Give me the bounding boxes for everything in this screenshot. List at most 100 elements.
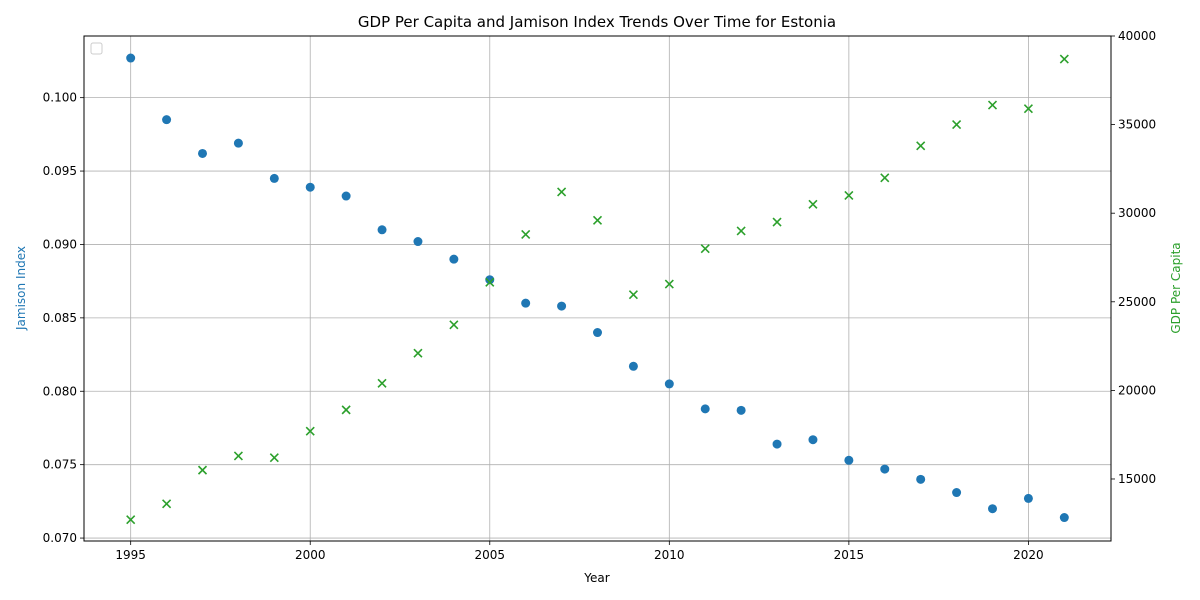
left-y-tick-label: 0.070 (43, 531, 77, 545)
gdp-per-capita-point (592, 215, 603, 225)
jamison-index-point (988, 504, 997, 514)
gdp-per-capita-point (341, 405, 351, 415)
gdp-per-capita-point (628, 290, 638, 300)
gdp-per-capita-point (700, 244, 710, 254)
gdp-marker-stroke (736, 226, 746, 236)
gdp-marker-stroke (844, 190, 854, 201)
gdp-marker-stroke (592, 215, 603, 225)
jamison-index-point (521, 298, 531, 308)
jamison-index-point (593, 328, 602, 338)
jamison-index-point (1023, 493, 1033, 503)
gdp-per-capita-point (808, 199, 818, 209)
x-tick-label: 2000 (295, 548, 326, 562)
left-y-axis-label: Jamison Index (14, 246, 28, 331)
left-y-tick-label: 0.085 (43, 311, 77, 325)
right-y-tick-label: 30000 (1118, 206, 1156, 220)
gdp-marker-stroke (664, 279, 674, 289)
gdp-per-capita-point (987, 100, 998, 110)
x-tick-label: 1995 (115, 548, 146, 562)
x-tick-label: 2015 (834, 548, 865, 562)
right-y-tick-label: 35000 (1118, 118, 1156, 132)
right-y-axis-label: GDP Per Capita (1169, 242, 1183, 333)
jamison-index-point (1059, 513, 1069, 523)
x-axis-label: Year (583, 571, 609, 585)
gdp-per-capita-point (880, 173, 890, 183)
gdp-marker-stroke (377, 378, 387, 388)
gdp-marker-stroke (162, 499, 172, 509)
gdp-per-capita-point (413, 348, 423, 358)
gdp-per-capita-point (197, 465, 208, 475)
jamison-index-point (557, 301, 567, 311)
gdp-per-capita-point (269, 453, 279, 463)
gdp-marker-stroke (628, 290, 638, 300)
gdp-per-capita-point (126, 515, 136, 525)
right-y-tick-label: 15000 (1118, 472, 1156, 486)
left-y-tick-label: 0.100 (43, 91, 77, 105)
gdp-per-capita-point (521, 229, 531, 240)
gdp-marker-stroke (341, 405, 351, 415)
gdp-marker-stroke (772, 217, 782, 227)
jamison-index-point (449, 254, 459, 264)
gdp-marker-stroke (916, 141, 926, 151)
gdp-marker-stroke (1023, 104, 1033, 114)
gdp-per-capita-point (162, 499, 172, 509)
left-y-tick-label: 0.075 (43, 458, 77, 472)
jamison-index-point (880, 464, 890, 474)
gdp-per-capita-point (916, 141, 926, 151)
jamison-index-point (952, 488, 962, 498)
data-markers (126, 53, 1069, 525)
gdp-per-capita-point (305, 426, 315, 436)
gdp-marker-stroke (700, 244, 710, 254)
gdp-per-capita-point (1023, 104, 1033, 114)
gdp-marker-stroke (269, 453, 279, 463)
left-y-tick-label: 0.080 (43, 384, 77, 398)
gdp-marker-stroke (197, 465, 208, 475)
jamison-index-point (305, 182, 315, 192)
gdp-marker-stroke (485, 277, 495, 287)
gdp-marker-stroke (880, 173, 890, 183)
jamison-index-point (772, 439, 782, 449)
gdp-marker-stroke (1059, 54, 1069, 64)
x-tick-label: 2010 (654, 548, 685, 562)
gdp-marker-stroke (557, 187, 567, 197)
jamison-index-point (916, 474, 926, 484)
gdp-marker-stroke (305, 426, 315, 436)
right-y-tick-label: 25000 (1118, 295, 1156, 309)
gdp-per-capita-point (844, 190, 854, 201)
gdp-per-capita-point (377, 378, 387, 388)
gdp-marker-stroke (233, 451, 243, 461)
chart-title: GDP Per Capita and Jamison Index Trends … (358, 13, 836, 31)
jamison-index-point (341, 191, 351, 201)
gdp-marker-stroke (987, 100, 998, 110)
jamison-index-point (233, 138, 243, 148)
axis-ticks: 1995 2000 2005 2010 2015 2020 0.070 0.075 0.080 0… (43, 29, 1157, 562)
gdp-marker-stroke (449, 320, 459, 330)
legend-box (90, 42, 103, 55)
left-y-tick-label: 0.090 (43, 237, 77, 251)
right-y-tick-label: 20000 (1118, 383, 1156, 397)
plot-frame (83, 35, 1112, 542)
gdp-marker-stroke (952, 120, 962, 130)
jamison-index-point (700, 404, 710, 414)
jamison-index-point (628, 361, 638, 371)
gdp-per-capita-point (449, 320, 459, 330)
jamison-index-point (413, 237, 423, 247)
x-tick-label: 2005 (474, 548, 505, 562)
right-y-tick-label: 40000 (1118, 29, 1156, 43)
jamison-index-point (736, 405, 746, 415)
gdp-per-capita-point (952, 120, 962, 130)
gdp-marker-stroke (808, 199, 818, 209)
jamison-index-point (269, 173, 279, 183)
gdp-marker-stroke (126, 515, 136, 525)
gdp-per-capita-point (1059, 54, 1069, 64)
jamison-index-point (808, 435, 818, 445)
jamison-index-point (485, 275, 495, 285)
jamison-index-point (664, 379, 674, 389)
left-y-tick-label: 0.095 (43, 164, 77, 178)
gdp-marker-stroke (413, 348, 423, 358)
jamison-index-point (377, 225, 387, 235)
gdp-per-capita-point (557, 187, 567, 197)
gdp-per-capita-point (664, 279, 674, 289)
